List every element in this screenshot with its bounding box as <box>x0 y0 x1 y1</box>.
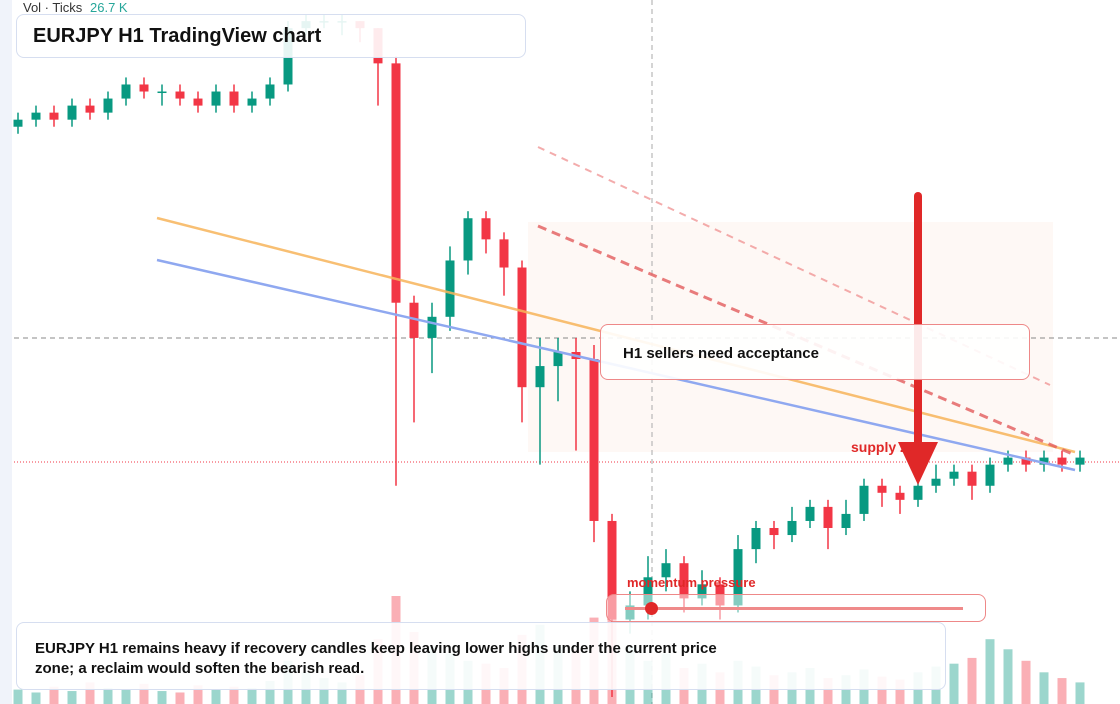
callout: H1 sellers need acceptance <box>623 345 819 362</box>
left-rail <box>0 0 12 704</box>
candle-body <box>1021 457 1031 465</box>
volume-bar <box>49 686 59 704</box>
candle-body <box>193 98 203 106</box>
candle-body <box>1075 457 1085 465</box>
volume-bar <box>193 685 203 704</box>
zone-label: supply zone <box>851 439 932 455</box>
candle-body <box>13 119 23 127</box>
momentum-label: momentum pressure <box>627 575 756 590</box>
candle-body <box>877 485 887 493</box>
candle-body <box>229 91 239 106</box>
candle-body <box>247 98 257 106</box>
candle-body <box>67 105 77 120</box>
volume-bar <box>967 657 977 704</box>
candle-body <box>481 218 491 240</box>
volume-bar <box>985 639 995 704</box>
volume-bar <box>1021 660 1031 704</box>
volume-bar <box>175 692 185 704</box>
candle-body <box>823 506 833 528</box>
candle-body <box>85 105 95 113</box>
candle-body <box>643 577 653 606</box>
volume-bar <box>13 689 23 704</box>
candle-body <box>1003 457 1013 465</box>
volume-bar <box>877 676 887 704</box>
candle-body <box>805 506 815 521</box>
volume-bar <box>157 691 167 704</box>
title-box: EURJPY H1 TradingView chart <box>16 14 526 58</box>
volume-bar <box>265 680 275 704</box>
candle-body <box>661 563 671 578</box>
volume-bar <box>337 682 347 704</box>
candle-body <box>751 528 761 550</box>
candle-body <box>895 492 905 500</box>
candle-body <box>913 485 923 500</box>
candle-body <box>841 513 851 528</box>
candle-body <box>967 471 977 486</box>
volume-bar <box>139 683 149 704</box>
candle-body <box>589 359 599 521</box>
volume-bar <box>895 679 905 704</box>
candle-body <box>31 112 41 120</box>
momentum-box <box>606 594 986 622</box>
candle-body <box>175 91 185 99</box>
candle-body <box>139 84 149 92</box>
volume-bar <box>823 678 833 704</box>
candle-body <box>49 112 59 120</box>
candle-body <box>769 528 779 536</box>
candle-body <box>553 352 563 367</box>
volume-bar <box>67 691 77 704</box>
momentum-dot <box>645 602 658 615</box>
arrow-head <box>898 442 938 485</box>
volume-bar <box>211 689 221 704</box>
candle-body <box>787 520 797 536</box>
volume-bar <box>1075 682 1085 704</box>
momentum-track <box>625 607 963 610</box>
caption-box: EURJPY H1 remains heavy if recovery cand… <box>16 622 946 690</box>
volume-bar <box>247 688 257 704</box>
volume-bar <box>1039 672 1049 704</box>
candle-body <box>949 471 959 479</box>
candle-body <box>1057 457 1067 465</box>
candle-body <box>103 98 113 113</box>
volume-bar <box>229 686 239 704</box>
volume-bar <box>1003 649 1013 704</box>
candle-body <box>265 84 275 99</box>
candle-body <box>733 549 743 606</box>
candle-body <box>931 478 941 486</box>
candle-body <box>463 218 473 261</box>
candle-body <box>985 464 995 486</box>
candle-body <box>607 520 617 620</box>
candle-body <box>535 366 545 388</box>
volume-bar <box>319 678 329 704</box>
volume-bar <box>85 682 95 704</box>
candle-body <box>1039 457 1049 465</box>
volume-bar <box>121 689 131 704</box>
candle-body <box>427 316 437 338</box>
candle-body <box>445 260 455 317</box>
volume-bar <box>103 688 113 704</box>
vol-value: 26.7 K <box>90 0 128 15</box>
candle-body <box>679 563 689 599</box>
candle-body <box>157 91 167 94</box>
candle-body <box>859 485 869 514</box>
volume-bar <box>1057 678 1067 704</box>
volume-bar <box>31 692 41 704</box>
callout-box: H1 sellers need acceptance <box>600 324 1030 380</box>
candle-body <box>499 239 509 268</box>
candle-body <box>211 91 221 106</box>
candle-body <box>697 584 707 599</box>
caption: EURJPY H1 remains heavy if recovery cand… <box>35 640 717 677</box>
title: EURJPY H1 TradingView chart <box>33 25 322 47</box>
candle-body <box>409 302 419 338</box>
candle-body <box>517 267 527 388</box>
volume-bar <box>949 663 959 704</box>
candle-body <box>391 63 401 303</box>
candle-body <box>121 84 131 99</box>
vol-label: Vol · Ticks <box>23 0 83 15</box>
